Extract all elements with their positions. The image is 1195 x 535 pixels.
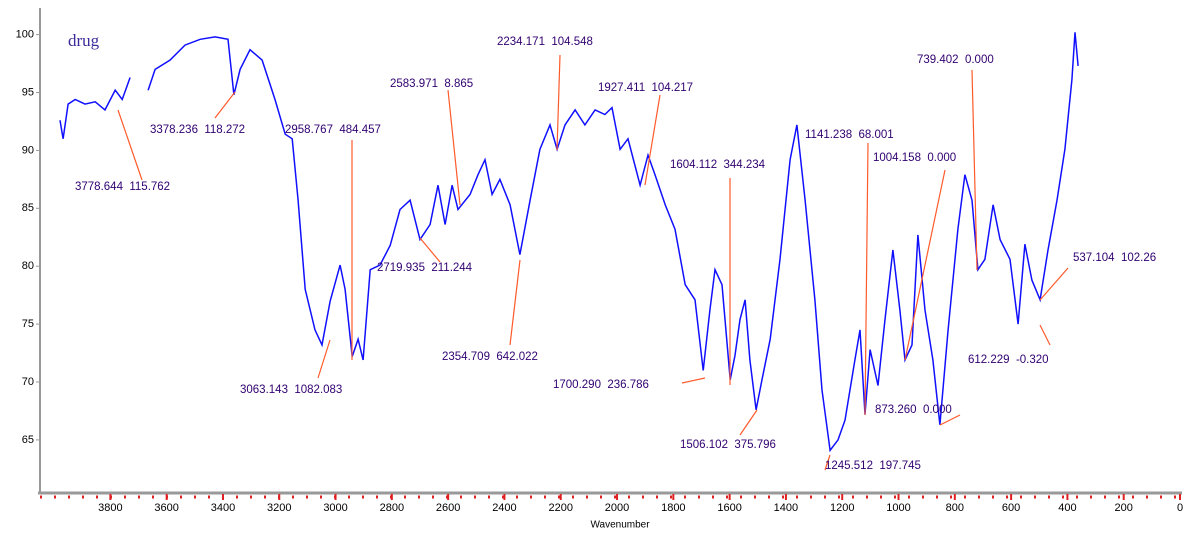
y-tick-label: 100 xyxy=(16,29,34,41)
annotation-leader xyxy=(214,91,236,119)
x-tick-label: 1000 xyxy=(886,502,910,514)
annotation-leader xyxy=(904,169,946,361)
annotation-leader xyxy=(1039,324,1051,346)
x-tick-label: 800 xyxy=(946,502,964,514)
annotation: 1927.411 104.217 xyxy=(598,82,693,94)
y-tick-label: 90 xyxy=(22,144,34,156)
annotation-leader xyxy=(447,89,461,206)
annotation: 2958.767 484.457 xyxy=(285,124,381,136)
y-tick-label: 70 xyxy=(22,376,34,388)
y-tick-label: 75 xyxy=(22,318,34,330)
annotation-leader xyxy=(681,377,706,384)
annotation: 873.260 0.000 xyxy=(875,404,952,416)
x-tick-label: 3200 xyxy=(267,502,291,514)
x-tick-label: 600 xyxy=(1002,502,1020,514)
y-tick-label: 85 xyxy=(22,202,34,214)
annotation: 1604.112 344.234 xyxy=(670,159,766,171)
x-tick-label: 2600 xyxy=(436,502,460,514)
annotation-leader xyxy=(644,94,661,186)
annotation: 1245.512 197.745 xyxy=(825,460,921,472)
annotation: 2354.709 642.022 xyxy=(442,351,538,363)
x-tick-label: 400 xyxy=(1058,502,1076,514)
annotation: 3778.644 115.762 xyxy=(75,181,170,193)
annotation: 739.402 0.000 xyxy=(917,54,994,66)
x-tick-label: 3400 xyxy=(211,502,235,514)
annotation-leader xyxy=(1039,267,1069,301)
annotation: 3378.236 118.272 xyxy=(150,124,245,136)
x-axis-label: Wavenumber xyxy=(590,520,650,531)
annotation-leader xyxy=(419,237,441,263)
x-tick-label: 1800 xyxy=(661,502,685,514)
annotation-leader xyxy=(556,54,561,151)
annotation: 1700.290 236.786 xyxy=(553,379,649,391)
x-tick-label: 1400 xyxy=(774,502,798,514)
annotation-leader xyxy=(939,414,961,426)
chart-title: drug xyxy=(68,31,100,50)
annotation: 2234.171 104.548 xyxy=(497,36,593,48)
x-tick-label: 0 xyxy=(1177,502,1183,514)
x-tick-label: 2000 xyxy=(605,502,629,514)
y-tick-label: 80 xyxy=(22,260,34,272)
x-tick-label: 1600 xyxy=(717,502,741,514)
annotation-leader xyxy=(824,454,831,471)
annotation: 1141.238 68.001 xyxy=(805,129,894,141)
annotation-leader xyxy=(117,109,143,181)
x-tick-label: 2200 xyxy=(548,502,572,514)
annotation: 1004.158 0.000 xyxy=(873,152,956,164)
annotation-leader xyxy=(509,259,521,346)
annotation-leader xyxy=(971,69,978,271)
x-tick-label: 1200 xyxy=(830,502,854,514)
annotation-leader xyxy=(317,339,331,379)
y-tick-label: 65 xyxy=(22,434,34,446)
x-tick-label: 2800 xyxy=(380,502,404,514)
annotation: 3063.143 1082.083 xyxy=(240,384,342,396)
annotation: 612.229 -0.320 xyxy=(968,354,1049,366)
annotation-leader xyxy=(864,142,869,416)
y-tick-label: 95 xyxy=(22,86,34,98)
annotation: 2719.935 211.244 xyxy=(377,262,473,274)
x-tick-label: 3600 xyxy=(154,502,178,514)
annotation: 1506.102 375.796 xyxy=(680,439,776,451)
x-tick-label: 200 xyxy=(1115,502,1133,514)
annotation: 2583.971 8.865 xyxy=(390,78,473,90)
x-tick-label: 2400 xyxy=(492,502,516,514)
x-tick-label: 3800 xyxy=(98,502,122,514)
x-tick-label: 3000 xyxy=(323,502,347,514)
annotation-leader xyxy=(739,409,758,436)
annotation: 537.104 102.26 xyxy=(1073,252,1156,264)
